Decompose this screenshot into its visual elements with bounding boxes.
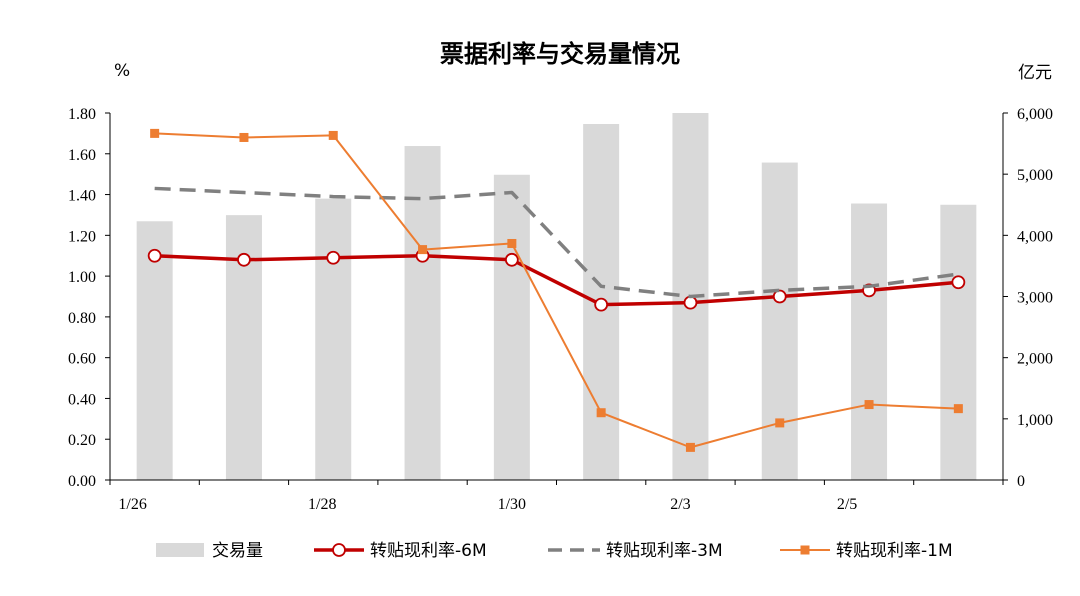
line-series bbox=[147, 128, 966, 452]
x-tick-label: 1/30 bbox=[498, 496, 526, 513]
point-6M-2/6 bbox=[951, 275, 966, 290]
x-tick-label: 2/3 bbox=[670, 496, 690, 513]
x-tick-label: 1/28 bbox=[308, 496, 336, 513]
point-6M-1/26 bbox=[147, 248, 162, 263]
bar-1/26 bbox=[136, 221, 173, 480]
legend-marker-6M bbox=[332, 543, 346, 557]
right-axis-unit: 亿元 bbox=[1018, 63, 1052, 83]
bar-series bbox=[136, 113, 977, 481]
bar-2/6 bbox=[940, 204, 977, 480]
x-tick-label: 1/26 bbox=[118, 496, 146, 513]
left-tick-label: 1.60 bbox=[68, 147, 96, 164]
point-1M-2/5 bbox=[864, 400, 874, 410]
point-1M-2/4 bbox=[775, 418, 785, 428]
point-1M-1/30 bbox=[507, 238, 517, 248]
point-1M-1/29 bbox=[418, 245, 428, 255]
right-tick-label: 6,000 bbox=[1017, 106, 1053, 123]
x-tick-label: 2/5 bbox=[837, 496, 857, 513]
left-tick-label: 0.60 bbox=[68, 351, 96, 368]
left-tick-label: 0.40 bbox=[68, 391, 96, 408]
left-axis-unit: % bbox=[114, 61, 130, 81]
point-1M-1/26 bbox=[150, 128, 160, 138]
left-tick-label: 0.20 bbox=[68, 432, 96, 449]
axes: 0.00 0.20 0.40 0.60 0.80 1.00 1.20 1.40 1.60 1.80… bbox=[68, 106, 1053, 513]
point-6M-2/4 bbox=[772, 289, 787, 304]
right-tick-label: 1,000 bbox=[1017, 412, 1053, 429]
right-tick-label: 2,000 bbox=[1017, 351, 1053, 368]
point-6M-1/30 bbox=[504, 252, 519, 267]
right-tick-label: 3,000 bbox=[1017, 290, 1053, 307]
legend-label-bar: 交易量 bbox=[212, 541, 263, 561]
bar-1/30 bbox=[493, 174, 530, 481]
point-6M-1/27 bbox=[237, 252, 251, 267]
right-tick-label: 4,000 bbox=[1017, 228, 1053, 245]
right-tick-label: 0 bbox=[1017, 473, 1025, 490]
legend: 交易量 转贴现利率-6M 转贴现利率-3M 转贴现利率-1M bbox=[156, 541, 953, 561]
point-6M-2/1 bbox=[594, 297, 609, 312]
point-1M-2/6 bbox=[953, 404, 963, 414]
point-1M-2/1 bbox=[596, 408, 606, 418]
left-tick-label: 1.20 bbox=[68, 228, 96, 245]
bar-2/5 bbox=[851, 203, 888, 480]
legend-marker-1M bbox=[800, 545, 810, 555]
bar-1/28 bbox=[315, 198, 352, 480]
right-tick-label: 5,000 bbox=[1017, 167, 1053, 184]
point-6M-2/3 bbox=[683, 295, 698, 310]
line-转贴现利率-6M bbox=[154, 253, 959, 307]
left-tick-label: 0.80 bbox=[68, 310, 96, 327]
line-转贴现利率-3M bbox=[154, 186, 959, 299]
point-1M-1/27 bbox=[239, 132, 249, 142]
legend-swatch-bar bbox=[156, 543, 204, 557]
left-tick-label: 1.00 bbox=[68, 269, 96, 286]
legend-label-3M: 转贴现利率-3M bbox=[606, 541, 723, 561]
point-6M-1/28 bbox=[326, 250, 341, 265]
left-tick-label: 1.80 bbox=[68, 106, 96, 123]
point-1M-2/3 bbox=[685, 442, 695, 452]
legend-label-6M: 转贴现利率-6M bbox=[370, 541, 487, 561]
line-转贴现利率-1M bbox=[154, 132, 959, 449]
legend-label-1M: 转贴现利率-1M bbox=[836, 541, 953, 561]
point-1M-1/28 bbox=[328, 130, 338, 140]
bar-2/4 bbox=[761, 162, 798, 481]
left-tick-label: 1.40 bbox=[68, 188, 96, 205]
bar-1/29 bbox=[404, 146, 441, 480]
chart-title: 票据利率与交易量情况 bbox=[440, 40, 680, 68]
left-tick-label: 0.00 bbox=[68, 473, 96, 490]
